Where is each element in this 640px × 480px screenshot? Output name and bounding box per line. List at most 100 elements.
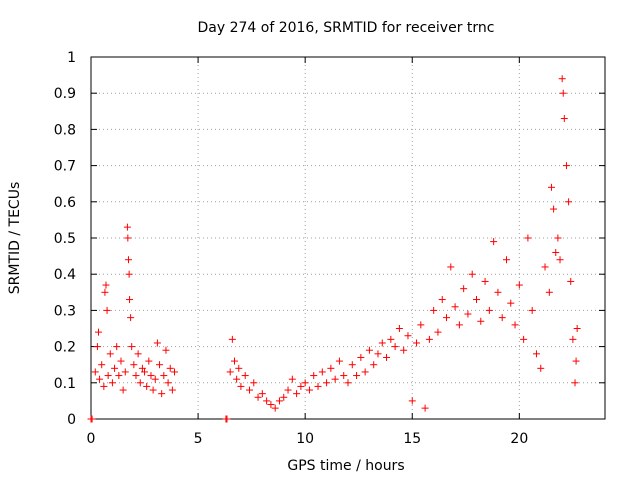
data-point bbox=[404, 332, 412, 340]
data-point bbox=[545, 288, 553, 296]
data-point bbox=[511, 321, 519, 329]
tick-labels: 00.10.20.30.40.50.60.70.80.910 5 10 15 20 bbox=[54, 50, 529, 447]
data-point bbox=[121, 368, 129, 376]
data-point bbox=[421, 404, 429, 412]
data-point bbox=[571, 379, 579, 387]
data-point bbox=[417, 321, 425, 329]
data-point bbox=[98, 361, 106, 369]
data-point bbox=[528, 306, 536, 314]
data-point bbox=[160, 372, 168, 380]
data-point bbox=[230, 357, 238, 365]
data-point bbox=[147, 372, 155, 380]
data-point bbox=[171, 368, 179, 376]
data-point bbox=[168, 386, 176, 394]
data-point bbox=[378, 339, 386, 347]
data-point bbox=[430, 306, 438, 314]
data-point bbox=[502, 256, 510, 264]
data-point bbox=[153, 339, 161, 347]
data-point bbox=[348, 361, 356, 369]
data-point bbox=[387, 335, 395, 343]
x-tick-label: 0 bbox=[87, 431, 96, 447]
data-point bbox=[541, 263, 549, 271]
data-point bbox=[115, 372, 123, 380]
x-tick-label: 15 bbox=[403, 431, 421, 447]
data-point bbox=[443, 314, 451, 322]
data-point bbox=[233, 375, 241, 383]
data-point bbox=[353, 372, 361, 380]
data-point bbox=[554, 234, 562, 242]
data-point bbox=[119, 386, 127, 394]
data-point bbox=[565, 198, 573, 206]
data-point bbox=[560, 115, 568, 123]
data-point bbox=[365, 346, 373, 354]
data-point bbox=[149, 386, 157, 394]
data-point bbox=[464, 310, 472, 318]
data-point bbox=[562, 162, 570, 170]
data-point bbox=[280, 393, 288, 401]
data-point bbox=[297, 382, 305, 390]
data-point bbox=[275, 397, 283, 405]
data-point bbox=[228, 335, 236, 343]
data-point bbox=[132, 372, 140, 380]
data-point bbox=[111, 364, 119, 372]
data-point bbox=[552, 248, 560, 256]
data-point bbox=[400, 346, 408, 354]
data-point bbox=[314, 382, 322, 390]
data-point bbox=[91, 368, 99, 376]
data-point bbox=[158, 390, 166, 398]
y-tick-label: 0.1 bbox=[54, 376, 76, 392]
data-point bbox=[455, 321, 463, 329]
data-point bbox=[124, 256, 132, 264]
data-point bbox=[490, 238, 498, 246]
data-point bbox=[113, 343, 121, 351]
y-tick-label: 0.8 bbox=[54, 122, 76, 138]
data-point bbox=[515, 281, 523, 289]
y-tick-label: 0.5 bbox=[54, 231, 76, 247]
data-point bbox=[473, 296, 480, 304]
data-point bbox=[547, 183, 555, 191]
x-tick-label: 5 bbox=[194, 431, 203, 447]
y-tick-label: 0.9 bbox=[54, 86, 76, 102]
y-axis-title: SRMTID / TECUs bbox=[7, 182, 23, 295]
data-point bbox=[559, 89, 567, 97]
data-point bbox=[123, 223, 131, 231]
data-point bbox=[258, 390, 266, 398]
data-point bbox=[162, 346, 170, 354]
data-point bbox=[138, 364, 146, 372]
data-point bbox=[263, 397, 271, 405]
data-point bbox=[374, 350, 382, 358]
data-point bbox=[106, 350, 114, 358]
data-point bbox=[477, 317, 485, 325]
data-point bbox=[102, 281, 110, 289]
y-tick-label: 0.7 bbox=[54, 159, 76, 175]
data-point bbox=[447, 263, 455, 271]
x-axis-title: GPS time / hours bbox=[287, 458, 404, 474]
data-point bbox=[335, 357, 343, 365]
data-point bbox=[245, 386, 253, 394]
data-point bbox=[494, 288, 502, 296]
data-point bbox=[558, 75, 566, 83]
y-tick-label: 0.6 bbox=[54, 195, 76, 211]
data-point bbox=[117, 357, 125, 365]
data-point bbox=[408, 397, 416, 405]
data-point bbox=[468, 270, 476, 278]
data-point bbox=[108, 379, 116, 387]
y-tick-label: 0.3 bbox=[54, 303, 76, 319]
data-point bbox=[166, 364, 174, 372]
data-point bbox=[145, 357, 153, 365]
data-points bbox=[87, 75, 581, 423]
data-point bbox=[520, 335, 528, 343]
data-point bbox=[370, 361, 378, 369]
data-point bbox=[126, 296, 134, 304]
data-point bbox=[573, 325, 581, 332]
data-point bbox=[237, 382, 245, 390]
data-point bbox=[96, 375, 104, 383]
data-point bbox=[318, 368, 326, 376]
data-point bbox=[327, 364, 335, 372]
data-point bbox=[127, 314, 135, 322]
data-point bbox=[88, 415, 96, 423]
data-point bbox=[498, 314, 506, 322]
data-point bbox=[572, 357, 580, 365]
data-point bbox=[100, 382, 108, 390]
data-point bbox=[434, 328, 442, 336]
